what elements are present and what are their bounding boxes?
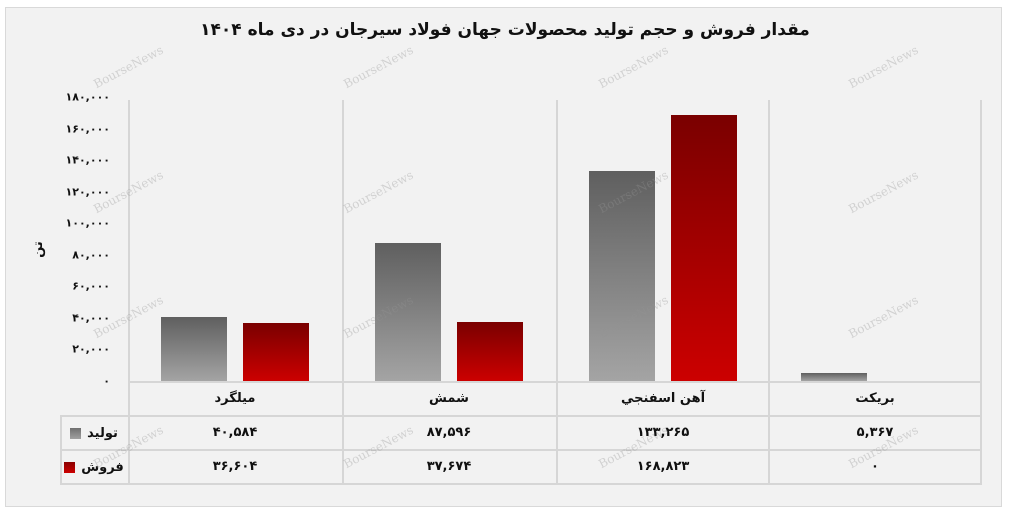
sales-value: ۳۷,۶۷۴ (426, 459, 472, 474)
bar-production (589, 170, 655, 381)
legend-production: تولید (60, 416, 128, 450)
plot-right-border (980, 100, 982, 484)
legend-label: فروش (81, 459, 124, 475)
category-divider (342, 100, 344, 484)
bar-sales (457, 321, 523, 381)
category-label: شمش (429, 391, 469, 406)
category-divider (768, 100, 770, 484)
table-row-divider (60, 415, 982, 417)
y-tick-label: ۱۴۰,۰۰۰ (65, 153, 110, 167)
y-tick-label: ۱۲۰,۰۰۰ (65, 185, 110, 199)
production-value: ۸۷,۵۹۶ (426, 425, 472, 440)
bar-production (161, 316, 227, 381)
table-bottom-border (60, 483, 982, 485)
category-divider (556, 100, 558, 484)
category-label: آهن اسفنجي (620, 391, 706, 406)
y-tick-label: ۱۰۰,۰۰۰ (65, 216, 110, 230)
legend-label: تولید (87, 425, 118, 441)
sales-value: ۱۶۸,۸۲۳ (636, 459, 690, 474)
category-label: میلگرد (214, 391, 256, 406)
category-label: بریکت (855, 391, 895, 406)
bar-sales (243, 323, 309, 381)
sales-value: ۰ (871, 459, 879, 474)
bar-production (801, 372, 867, 381)
table-row-divider (60, 449, 982, 451)
chart-frame (5, 7, 1002, 507)
legend-swatch-icon (70, 427, 82, 439)
y-tick-label: ۰ (103, 374, 110, 388)
chart-title: مقدار فروش و حجم تولید محصولات جهان فولا… (200, 20, 810, 40)
production-value: ۵,۳۶۷ (856, 425, 894, 440)
y-tick-label: ۴۰,۰۰۰ (72, 311, 110, 325)
y-tick-label: ۱۸۰,۰۰۰ (65, 90, 110, 104)
y-tick-label: ۶۰,۰۰۰ (72, 279, 110, 293)
sales-value: ۳۶,۶۰۴ (212, 459, 258, 474)
y-tick-label: ۲۰,۰۰۰ (72, 342, 110, 356)
y-tick-label: ۱۶۰,۰۰۰ (65, 122, 110, 136)
legend-swatch-icon (64, 461, 76, 473)
bar-sales (671, 114, 737, 381)
production-value: ۱۳۳,۲۶۵ (636, 425, 690, 440)
x-axis-baseline (128, 381, 982, 383)
table-legend-left-border (60, 415, 62, 485)
production-value: ۴۰,۵۸۴ (212, 425, 258, 440)
y-tick-label: ۸۰,۰۰۰ (72, 248, 110, 262)
legend-sales: فروش (60, 450, 128, 484)
plot-left-border (128, 100, 130, 484)
bar-production (375, 242, 441, 381)
